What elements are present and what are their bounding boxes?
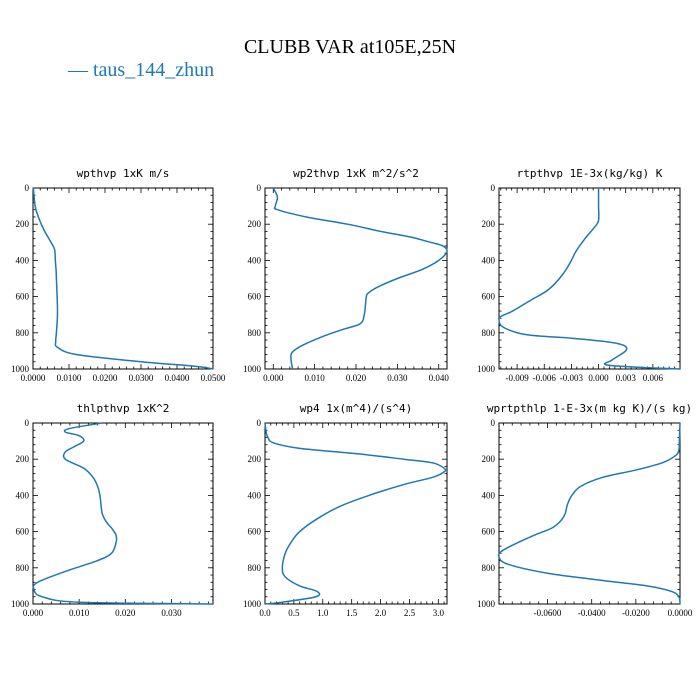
y-tick-label: 1000 [477,599,496,609]
x-tick-label: 0.030 [387,373,408,383]
x-tick-label: -0.0400 [578,608,606,618]
series-line [264,422,447,605]
x-tick-label: 2.5 [404,608,416,618]
x-tick-label: -0.003 [560,373,584,383]
x-tick-label: 0.003 [616,373,637,383]
y-tick-label: 1000 [243,599,262,609]
y-tick-label: 0 [25,183,30,193]
x-tick-label: 0.0000 [21,373,46,383]
x-tick-label: 0.0 [259,608,271,618]
x-tick-label: 0.006 [643,373,664,383]
y-tick-label: 800 [248,563,262,573]
x-tick-label: 0.040 [429,373,450,383]
x-tick-label: 0.000 [23,608,44,618]
y-tick-label: 800 [16,563,30,573]
y-tick-label: 1000 [11,599,30,609]
y-tick-label: 800 [248,328,262,338]
series-line [497,422,681,605]
y-tick-label: 1000 [477,364,496,374]
x-tick-label: 1.0 [317,608,329,618]
plot-frame [32,422,214,605]
series-line [272,187,448,370]
y-tick-label: 800 [16,328,30,338]
y-tick-label: 200 [16,454,30,464]
x-tick-label: 1.5 [346,608,358,618]
legend-line-marker: — [68,59,88,81]
x-tick-label: 0.0200 [93,373,118,383]
x-tick-label: 0.0300 [129,373,154,383]
y-tick-label: 600 [482,527,496,537]
plot-frame [264,422,448,605]
panel-title: wp4 1x(m^4)/(s^4) [300,402,413,415]
chart-title: CLUBB VAR at105E,25N [243,36,457,58]
y-tick-label: 600 [16,527,30,537]
x-tick-label: 0.030 [161,608,182,618]
y-tick-label: 400 [16,255,30,265]
plot-frame [498,422,681,605]
y-tick-label: 1000 [243,364,262,374]
y-tick-label: 200 [482,454,496,464]
panel-title: wpthvp 1xK m/s [77,167,170,180]
x-tick-label: 0.0100 [57,373,82,383]
y-tick-label: 1000 [11,364,30,374]
y-tick-label: 200 [248,454,262,464]
plot-frame [32,187,214,370]
x-tick-label: 3.0 [433,608,445,618]
plot-frame [498,187,681,370]
chart-panel-3: rtpthvp 1E-3x(kg/kg) K02004006008001000-… [477,167,681,383]
legend-label: taus_144_zhun [93,59,215,81]
series-line [498,188,681,370]
chart-panel-6: wprtpthlp 1-E-3x(m kg K)/(s kg) 0 200 400 60… [477,402,693,618]
x-tick-label: 0.0000 [668,608,693,618]
y-tick-label: 600 [482,292,496,302]
x-tick-label: -0.006 [533,373,557,383]
x-tick-label: 0.010 [305,373,326,383]
x-tick-label: 0.000 [263,373,284,383]
panel-title: rtpthvp 1E-3x(kg/kg) K [517,167,663,180]
y-tick-label: 600 [16,292,30,302]
x-tick-label: -0.0600 [534,608,562,618]
y-tick-label: 200 [482,219,496,229]
x-tick-label: 0.020 [346,373,367,383]
y-tick-label: 400 [482,255,496,265]
series-line [32,187,214,370]
x-tick-label: 0.0400 [165,373,190,383]
y-tick-label: 0 [257,183,262,193]
x-tick-label: -0.009 [505,373,529,383]
y-tick-label: 0 [257,418,262,428]
x-tick-label: 0.010 [69,608,90,618]
x-tick-label: 0.0500 [201,373,226,383]
panel-title: wprtpthlp 1-E-3x(m kg K)/(s kg) [487,402,692,415]
y-tick-label: 0 [491,418,496,428]
x-tick-label: 0.5 [288,608,300,618]
y-tick-label: 400 [16,490,30,500]
chart-panel-2: wp2thvp 1xK m^2/s^2 0 200 400 600 800 10000.00… [243,167,449,383]
y-tick-label: 400 [482,490,496,500]
plot-frame [264,187,448,370]
y-tick-label: 800 [482,563,496,573]
x-tick-label: 2.0 [375,608,387,618]
y-tick-label: 0 [491,183,496,193]
y-tick-label: 200 [16,219,30,229]
panel-title: thlpthvp 1xK^2 [77,402,170,415]
panel-title: wp2thvp 1xK m^2/s^2 [293,167,419,180]
y-tick-label: 400 [248,490,262,500]
y-tick-label: 400 [248,255,262,265]
x-tick-label: 0.000 [588,373,609,383]
x-tick-label: 0.020 [115,608,136,618]
legend-entry: — taus_144_zhun [68,59,214,82]
y-tick-label: 600 [248,292,262,302]
x-tick-label: -0.0200 [622,608,650,618]
y-tick-label: 200 [248,219,262,229]
series-line [32,422,214,605]
y-tick-label: 800 [482,328,496,338]
y-tick-label: 600 [248,527,262,537]
y-tick-label: 0 [25,418,30,428]
